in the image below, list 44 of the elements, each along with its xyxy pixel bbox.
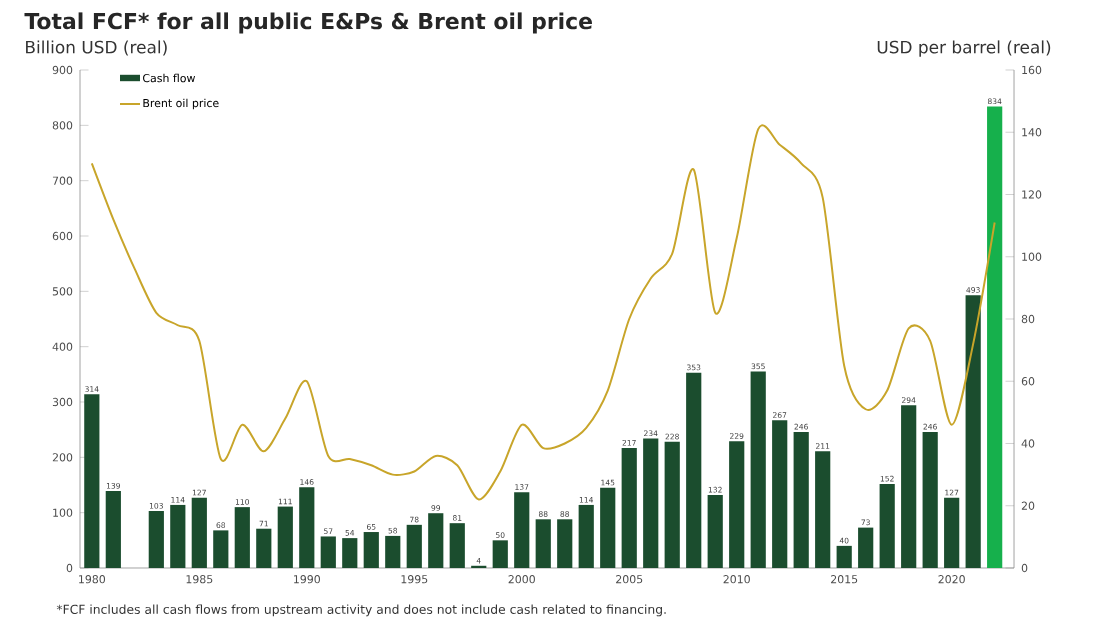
bar [707, 494, 723, 568]
bar [492, 540, 508, 568]
bar [965, 295, 981, 568]
bar [148, 511, 164, 568]
bar [84, 394, 100, 568]
bar [858, 527, 874, 568]
bar [363, 532, 379, 568]
bar [664, 441, 680, 568]
bar [191, 497, 207, 568]
bar [836, 545, 852, 568]
bar [535, 519, 551, 568]
bar [105, 491, 121, 568]
bar [557, 519, 573, 568]
bar [578, 504, 594, 568]
bar [342, 538, 358, 568]
bar [621, 447, 637, 568]
bar [686, 372, 702, 568]
bar [815, 451, 831, 568]
bar [879, 483, 895, 568]
bar [299, 487, 315, 568]
bar [922, 431, 938, 568]
bar [256, 528, 272, 568]
bar [729, 441, 745, 568]
bar [944, 497, 960, 568]
bar [514, 492, 530, 568]
bar [793, 431, 809, 568]
chart-title: Total FCF* for all public E&Ps & Brent oil price [24, 12, 592, 34]
bar [170, 504, 186, 568]
bar [213, 530, 229, 568]
bar [901, 405, 917, 568]
bar [750, 371, 766, 568]
bar [234, 507, 250, 568]
bar [277, 506, 293, 568]
y2-axis-title: USD per barrel (real) [877, 40, 1051, 57]
bar [987, 106, 1003, 568]
bar [449, 523, 465, 568]
bar [428, 513, 444, 568]
bar [320, 536, 336, 568]
bar [406, 524, 422, 568]
bar [385, 535, 401, 568]
bar [772, 420, 788, 568]
y-axis-title: Billion USD (real) [26, 40, 167, 56]
bar [643, 438, 659, 568]
bar [600, 487, 616, 568]
